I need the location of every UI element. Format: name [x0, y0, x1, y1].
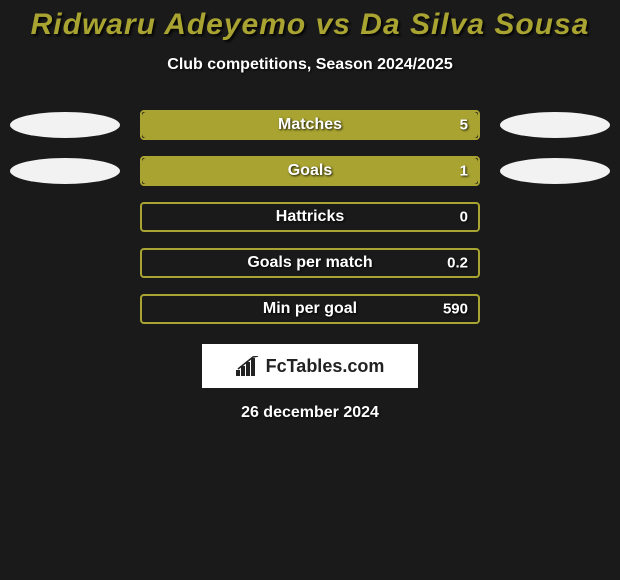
stat-label: Goals	[288, 162, 332, 180]
stat-bar: Matches 5	[140, 110, 480, 140]
stat-value: 590	[443, 301, 468, 318]
stat-bar: Goals 1	[140, 156, 480, 186]
stat-row: Min per goal 590	[0, 294, 620, 324]
page-title: Ridwaru Adeyemo vs Da Silva Sousa	[0, 8, 620, 42]
stat-label: Min per goal	[263, 300, 357, 318]
stat-row: Hattricks 0	[0, 202, 620, 232]
stat-bar: Hattricks 0	[140, 202, 480, 232]
stat-value: 0	[460, 209, 468, 226]
comparison-infographic: Ridwaru Adeyemo vs Da Silva Sousa Club c…	[0, 0, 620, 422]
date-label: 26 december 2024	[0, 404, 620, 422]
stat-label: Matches	[278, 116, 342, 134]
player-ellipse-left	[10, 158, 120, 184]
stat-value: 1	[460, 163, 468, 180]
stat-label: Goals per match	[247, 254, 372, 272]
stat-value: 0.2	[447, 255, 468, 272]
bars-icon	[236, 356, 260, 376]
stats-list: Matches 5 Goals 1 Hattricks 0 Goals per match 0…	[0, 110, 620, 324]
brand-text: FcTables.com	[266, 356, 385, 377]
stat-label: Hattricks	[276, 208, 344, 226]
stat-row: Goals 1	[0, 156, 620, 186]
subtitle: Club competitions, Season 2024/2025	[0, 56, 620, 74]
stat-value: 5	[460, 117, 468, 134]
player-ellipse-right	[500, 158, 610, 184]
brand-box: FcTables.com	[202, 344, 418, 388]
player-ellipse-left	[10, 112, 120, 138]
stat-row: Goals per match 0.2	[0, 248, 620, 278]
stat-bar: Goals per match 0.2	[140, 248, 480, 278]
stat-row: Matches 5	[0, 110, 620, 140]
player-ellipse-right	[500, 112, 610, 138]
stat-bar: Min per goal 590	[140, 294, 480, 324]
